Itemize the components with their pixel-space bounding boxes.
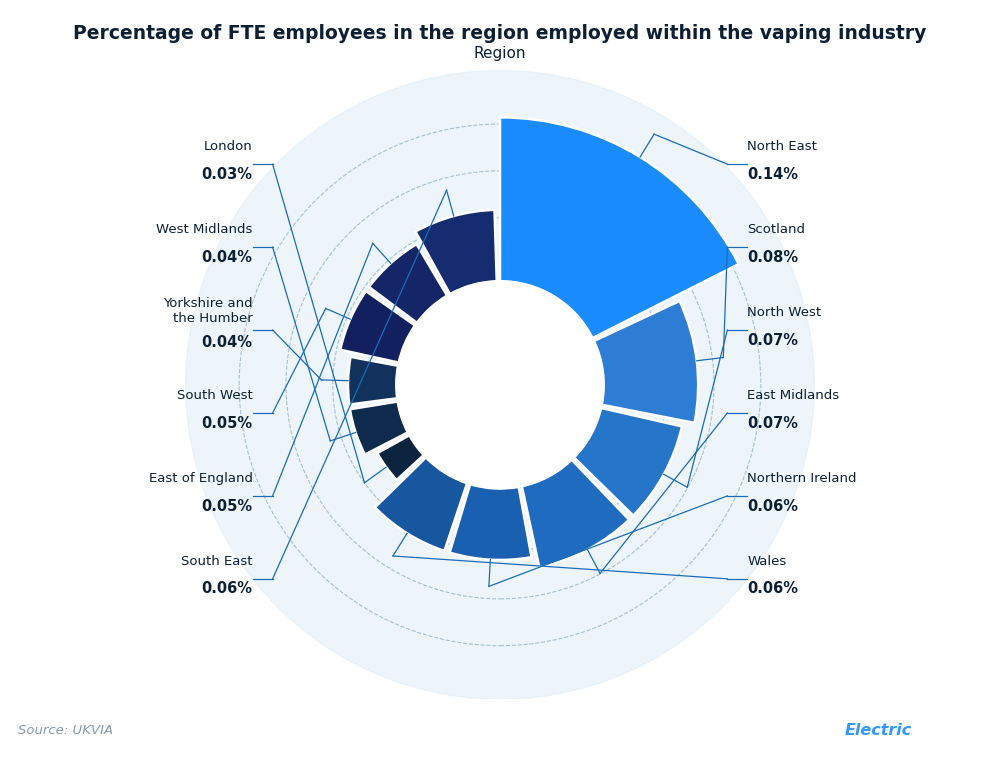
Circle shape <box>186 71 814 699</box>
Text: North East: North East <box>747 141 817 154</box>
Text: 0.08%: 0.08% <box>747 250 799 264</box>
Text: Northern Ireland: Northern Ireland <box>747 472 857 485</box>
Wedge shape <box>415 210 497 294</box>
Text: London: London <box>204 141 253 154</box>
Text: 0.07%: 0.07% <box>747 333 798 347</box>
Text: Percentage of FTE employees in the region employed within the vaping industry: Percentage of FTE employees in the regio… <box>73 24 927 43</box>
Text: South West: South West <box>177 389 253 402</box>
Text: 0.03%: 0.03% <box>202 167 253 182</box>
Wedge shape <box>377 435 424 480</box>
Wedge shape <box>369 244 447 323</box>
Text: East of England: East of England <box>149 472 253 485</box>
Text: 0.14%: 0.14% <box>747 167 798 182</box>
Text: Electric: Electric <box>845 723 912 738</box>
Text: 0.06%: 0.06% <box>747 581 798 597</box>
Wedge shape <box>594 301 698 423</box>
Wedge shape <box>348 357 398 404</box>
Text: Source: UKVIA: Source: UKVIA <box>18 724 113 737</box>
Text: 0.06%: 0.06% <box>202 581 253 597</box>
Text: North West: North West <box>747 306 822 319</box>
Text: 0.06%: 0.06% <box>747 499 798 514</box>
Text: South East: South East <box>181 555 253 568</box>
Wedge shape <box>375 458 467 551</box>
Wedge shape <box>450 484 532 560</box>
Text: East Midlands: East Midlands <box>747 389 840 402</box>
Text: Region: Region <box>474 46 526 61</box>
Text: 0.07%: 0.07% <box>747 416 798 431</box>
Text: Yorkshire and: Yorkshire and <box>163 297 253 310</box>
Wedge shape <box>350 401 408 454</box>
Text: Wales: Wales <box>747 555 787 568</box>
Text: 0.05%: 0.05% <box>201 499 253 514</box>
Text: the Humber: the Humber <box>173 312 253 325</box>
Circle shape <box>396 281 604 489</box>
Wedge shape <box>340 291 415 363</box>
Text: Scotland: Scotland <box>747 223 805 236</box>
Wedge shape <box>574 408 682 515</box>
Text: 0.04%: 0.04% <box>202 250 253 264</box>
Text: TOBACCONIST: TOBACCONIST <box>852 723 974 738</box>
Text: 0.04%: 0.04% <box>202 335 253 350</box>
Wedge shape <box>522 460 629 567</box>
Wedge shape <box>500 117 739 338</box>
Text: West Midlands: West Midlands <box>156 223 253 236</box>
Text: 0.05%: 0.05% <box>201 416 253 431</box>
